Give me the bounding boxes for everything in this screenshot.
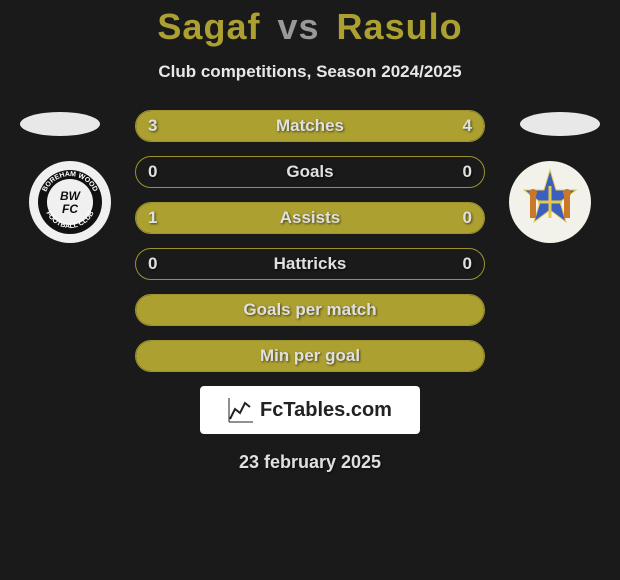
date-text: 23 february 2025	[0, 452, 620, 473]
stat-row: Goals per match	[135, 294, 485, 326]
player2-name: Rasulo	[337, 6, 463, 47]
stat-label: Assists	[136, 208, 484, 228]
stat-label: Matches	[136, 116, 484, 136]
chart-icon	[228, 397, 254, 423]
stat-label: Goals per match	[136, 300, 484, 320]
stat-value-right: 0	[463, 208, 472, 228]
badge-left-monogram2: FC	[62, 202, 78, 216]
stat-row: 0Hattricks0	[135, 248, 485, 280]
stat-label: Hattricks	[136, 254, 484, 274]
stat-row: 3Matches4	[135, 110, 485, 142]
comparison-title: Sagaf vs Rasulo	[0, 6, 620, 48]
subtitle: Club competitions, Season 2024/2025	[0, 62, 620, 82]
stat-label: Goals	[136, 162, 484, 182]
branding-box: FcTables.com	[200, 386, 420, 434]
club-badge-right	[508, 160, 592, 244]
stat-value-right: 0	[463, 254, 472, 274]
stat-row: 1Assists0	[135, 202, 485, 234]
stat-label: Min per goal	[136, 346, 484, 366]
stat-row: Min per goal	[135, 340, 485, 372]
player2-marker	[520, 112, 600, 136]
club-badge-left: BW FC BOREHAM WOOD FOOTBALL CLUB	[28, 160, 112, 244]
stat-value-right: 4	[463, 116, 472, 136]
stat-row: 0Goals0	[135, 156, 485, 188]
player1-name: Sagaf	[157, 6, 260, 47]
vs-label: vs	[277, 6, 319, 47]
badge-left-monogram1: BW	[60, 189, 82, 203]
player1-marker	[20, 112, 100, 136]
branding-text: FcTables.com	[260, 399, 392, 422]
stat-value-right: 0	[463, 162, 472, 182]
